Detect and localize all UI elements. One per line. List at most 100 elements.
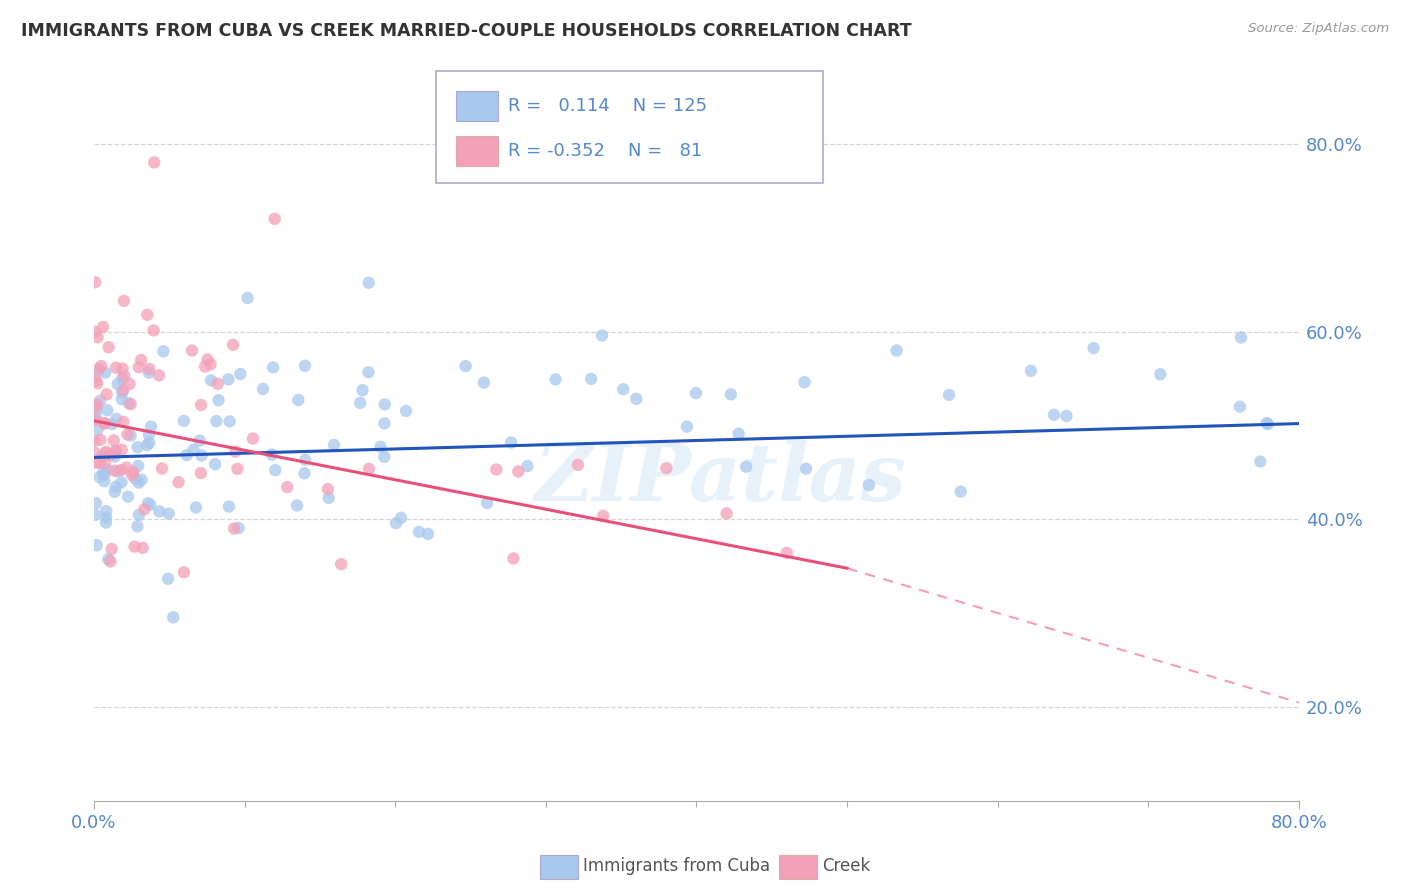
Point [121, 467, 143, 482]
Point [485, 462, 508, 476]
Point [567, 458, 589, 472]
Text: R = -0.352    N =   81: R = -0.352 N = 81 [508, 142, 702, 160]
Point [100, 554, 122, 568]
Point [138, 366, 160, 380]
Point [858, 478, 880, 492]
Point [173, 414, 195, 428]
Point [181, 343, 204, 358]
Point [96, 445, 118, 459]
Point [148, 504, 170, 518]
Point [217, 372, 239, 386]
Point [120, 397, 142, 411]
Text: R =   0.114    N = 125: R = 0.114 N = 125 [508, 97, 707, 115]
Point [472, 376, 495, 390]
Point [374, 397, 396, 411]
Point [86, 403, 108, 417]
Point [110, 475, 132, 490]
Point [626, 392, 648, 406]
Point [222, 338, 245, 352]
Point [207, 393, 229, 408]
Point [139, 419, 162, 434]
Point [207, 376, 229, 391]
Point [142, 323, 165, 337]
Point [104, 480, 127, 494]
Point [122, 465, 145, 479]
Point [111, 442, 134, 457]
Point [794, 461, 817, 475]
Point [200, 373, 222, 387]
Point [408, 524, 430, 539]
Point [117, 427, 139, 442]
Point [592, 508, 614, 523]
Point [167, 475, 190, 490]
Point [1054, 409, 1077, 423]
Point [224, 444, 246, 458]
Point [84, 275, 107, 289]
Point [128, 475, 150, 490]
Point [157, 507, 180, 521]
Point [118, 376, 141, 391]
Point [87, 361, 110, 376]
Point [124, 540, 146, 554]
Point [131, 541, 153, 555]
Point [204, 457, 226, 471]
Point [501, 435, 523, 450]
Point [544, 372, 567, 386]
Point [886, 343, 908, 358]
Point [84, 325, 107, 339]
Point [97, 340, 120, 354]
Point [190, 466, 212, 480]
Point [1256, 416, 1278, 430]
Point [127, 519, 149, 533]
Point [111, 385, 134, 400]
Point [357, 276, 380, 290]
Point [1019, 364, 1042, 378]
Point [949, 484, 972, 499]
Point [143, 155, 166, 169]
Point [252, 382, 274, 396]
Point [94, 445, 117, 459]
Point [176, 448, 198, 462]
Point [134, 502, 156, 516]
Point [242, 432, 264, 446]
Point [84, 456, 107, 470]
Point [87, 456, 110, 470]
Point [190, 449, 212, 463]
Point [188, 434, 211, 448]
Point [103, 434, 125, 448]
Point [91, 320, 114, 334]
Point [262, 360, 284, 375]
Point [128, 508, 150, 522]
Point [112, 293, 135, 308]
Point [86, 330, 108, 344]
Point [162, 610, 184, 624]
Point [735, 459, 758, 474]
Point [655, 461, 678, 475]
Point [373, 417, 395, 431]
Point [94, 366, 117, 380]
Point [1149, 368, 1171, 382]
Point [110, 463, 132, 477]
Point [94, 510, 117, 524]
Point [1230, 330, 1253, 344]
Point [139, 498, 162, 512]
Point [395, 404, 418, 418]
Point [84, 446, 107, 460]
Point [117, 490, 139, 504]
Point [89, 470, 111, 484]
Point [793, 375, 815, 389]
Point [136, 496, 159, 510]
Point [1083, 341, 1105, 355]
Point [157, 572, 180, 586]
Point [90, 359, 112, 373]
Point [389, 511, 412, 525]
Point [357, 365, 380, 379]
Point [373, 450, 395, 464]
Point [129, 353, 152, 368]
Point [90, 450, 112, 464]
Text: Immigrants from Cuba: Immigrants from Cuba [583, 857, 770, 875]
Point [323, 438, 346, 452]
Point [148, 368, 170, 383]
Text: Creek: Creek [823, 857, 870, 875]
Point [294, 359, 316, 373]
